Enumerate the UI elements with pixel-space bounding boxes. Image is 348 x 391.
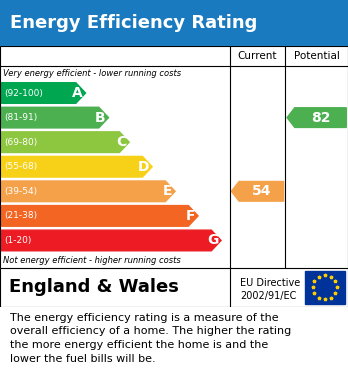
Text: (92-100): (92-100): [4, 88, 43, 97]
Text: F: F: [186, 209, 195, 223]
Polygon shape: [1, 206, 198, 226]
Text: 82: 82: [311, 111, 331, 125]
Text: B: B: [95, 111, 106, 125]
Text: (55-68): (55-68): [4, 162, 38, 171]
Text: G: G: [207, 233, 218, 248]
Text: (1-20): (1-20): [4, 236, 32, 245]
Text: Very energy efficient - lower running costs: Very energy efficient - lower running co…: [3, 69, 182, 78]
Polygon shape: [1, 83, 86, 103]
Text: A: A: [72, 86, 83, 100]
Text: (69-80): (69-80): [4, 138, 38, 147]
Text: England & Wales: England & Wales: [9, 278, 179, 296]
Text: 54: 54: [252, 184, 271, 198]
Text: E: E: [163, 184, 172, 198]
Text: Current: Current: [238, 51, 277, 61]
Text: (21-38): (21-38): [4, 212, 37, 221]
Polygon shape: [287, 108, 346, 127]
Text: (81-91): (81-91): [4, 113, 38, 122]
Text: 2002/91/EC: 2002/91/EC: [240, 291, 296, 301]
Polygon shape: [1, 181, 175, 202]
Polygon shape: [1, 230, 221, 251]
Polygon shape: [1, 156, 152, 177]
Text: EU Directive: EU Directive: [240, 278, 300, 288]
Polygon shape: [1, 107, 109, 128]
Text: Potential: Potential: [294, 51, 340, 61]
Text: Energy Efficiency Rating: Energy Efficiency Rating: [10, 14, 258, 32]
Polygon shape: [1, 132, 129, 152]
Text: C: C: [116, 135, 126, 149]
Text: D: D: [138, 160, 149, 174]
Text: (39-54): (39-54): [4, 187, 37, 196]
Polygon shape: [231, 181, 284, 201]
Text: Not energy efficient - higher running costs: Not energy efficient - higher running co…: [3, 256, 181, 265]
Bar: [304, 271, 345, 304]
Text: The energy efficiency rating is a measure of the
overall efficiency of a home. T: The energy efficiency rating is a measur…: [10, 313, 292, 364]
